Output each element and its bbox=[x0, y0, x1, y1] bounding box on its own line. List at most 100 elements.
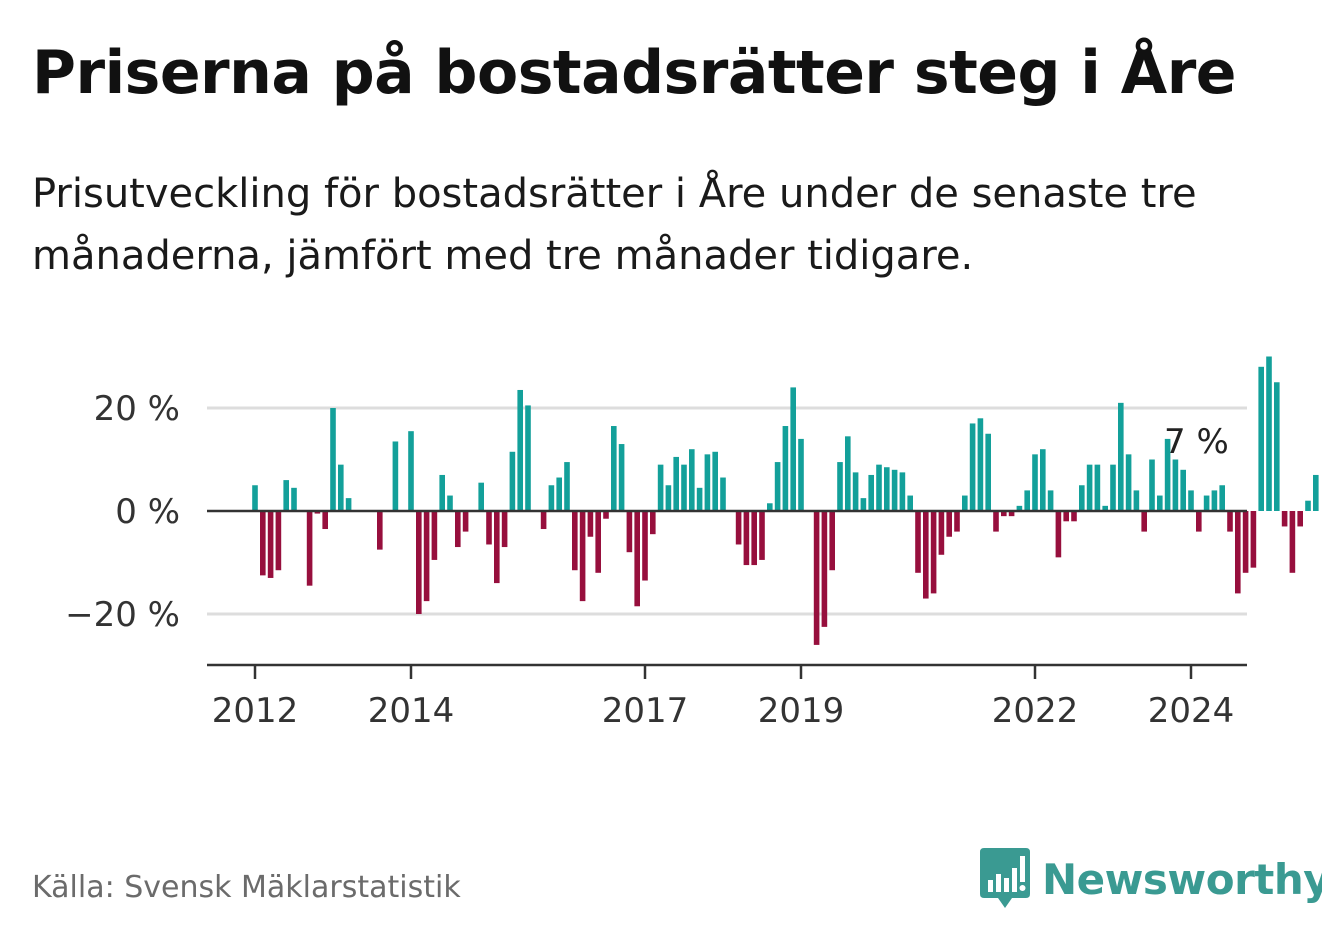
bar bbox=[275, 511, 282, 571]
bar bbox=[938, 511, 945, 555]
bar bbox=[720, 477, 726, 511]
bar bbox=[1274, 382, 1280, 511]
brand-name: Newsworthy bbox=[1042, 854, 1322, 904]
bar bbox=[1001, 511, 1007, 517]
bar bbox=[759, 511, 765, 560]
bar bbox=[1118, 402, 1124, 511]
bar bbox=[1040, 449, 1046, 511]
bar bbox=[1164, 438, 1171, 511]
bar bbox=[1242, 511, 1249, 573]
bar bbox=[314, 511, 321, 514]
bar bbox=[954, 511, 960, 532]
bar bbox=[377, 511, 383, 550]
bar bbox=[1055, 511, 1062, 558]
bar bbox=[923, 511, 929, 599]
bar bbox=[392, 441, 399, 511]
bar bbox=[767, 503, 773, 511]
bar bbox=[501, 511, 508, 548]
bar bbox=[525, 405, 531, 511]
bar bbox=[821, 511, 828, 627]
bar bbox=[1172, 459, 1179, 511]
bar bbox=[626, 511, 633, 553]
bar bbox=[494, 511, 500, 584]
source-note: Källa: Svensk Mäklarstatistik bbox=[32, 870, 461, 905]
bar bbox=[813, 511, 820, 645]
gridlines bbox=[207, 406, 1247, 616]
bar bbox=[837, 462, 843, 511]
newsworthy-logo-icon bbox=[980, 848, 1030, 908]
x-tick-label: 2017 bbox=[602, 691, 689, 731]
x-tick-label: 2022 bbox=[992, 691, 1079, 731]
bar bbox=[977, 418, 984, 511]
bar bbox=[689, 449, 695, 511]
bar bbox=[1266, 356, 1272, 511]
bar bbox=[868, 474, 874, 511]
bar bbox=[595, 511, 601, 573]
x-tick-label: 2012 bbox=[212, 691, 299, 731]
bar bbox=[1203, 495, 1210, 511]
bar bbox=[260, 511, 266, 576]
bar bbox=[642, 511, 648, 581]
bar bbox=[618, 444, 625, 511]
bar bbox=[1141, 511, 1147, 532]
bar bbox=[915, 511, 921, 573]
bar bbox=[1211, 490, 1218, 511]
bar bbox=[447, 495, 453, 511]
bar bbox=[962, 495, 968, 511]
axis-labels: 20 % 0 % −20 % 2012 2014 2017 2019 2022 2024 7 % bbox=[65, 389, 1234, 731]
y-tick-label: 20 % bbox=[94, 389, 180, 429]
bar bbox=[673, 456, 679, 511]
bar bbox=[681, 464, 687, 511]
bar bbox=[907, 495, 913, 511]
bar bbox=[1313, 474, 1319, 511]
chart-title: Priserna på bostadsrätter steg i Åre bbox=[32, 38, 1236, 108]
bar bbox=[1047, 490, 1054, 511]
bar bbox=[852, 472, 859, 511]
bar bbox=[1008, 511, 1015, 517]
bar bbox=[1297, 511, 1303, 527]
bar bbox=[338, 464, 344, 511]
chart-subtitle: Prisutveckling för bostadsrätter i Åre u… bbox=[32, 171, 1197, 279]
bar bbox=[478, 482, 484, 511]
bar bbox=[782, 426, 789, 511]
axes bbox=[207, 509, 1247, 679]
bar bbox=[283, 480, 289, 511]
bar bbox=[1227, 511, 1233, 532]
bar bbox=[267, 511, 274, 578]
bar bbox=[985, 433, 991, 511]
x-tick-label: 2024 bbox=[1148, 691, 1235, 731]
bar bbox=[930, 511, 937, 594]
bar bbox=[345, 498, 352, 511]
bar bbox=[1149, 459, 1155, 511]
y-tick-label: −20 % bbox=[65, 595, 180, 635]
bar bbox=[431, 511, 438, 560]
bar bbox=[548, 485, 555, 511]
bar bbox=[587, 511, 594, 537]
bar bbox=[306, 511, 313, 586]
bar bbox=[798, 438, 804, 511]
bar bbox=[884, 467, 890, 511]
bar bbox=[564, 462, 570, 511]
brand-logo: Newsworthy bbox=[980, 848, 1322, 910]
bar bbox=[657, 464, 664, 511]
bar bbox=[1180, 469, 1186, 511]
bar bbox=[1110, 464, 1116, 511]
bar bbox=[712, 451, 718, 511]
bar bbox=[1250, 511, 1257, 568]
bar bbox=[650, 511, 656, 535]
bar bbox=[1219, 485, 1225, 511]
x-tick-label: 2019 bbox=[758, 691, 845, 731]
bar bbox=[829, 511, 835, 571]
bar bbox=[1258, 366, 1264, 511]
bar bbox=[423, 511, 430, 602]
bar bbox=[330, 408, 336, 511]
bar bbox=[774, 462, 781, 511]
bar bbox=[1281, 511, 1288, 527]
bar bbox=[735, 511, 742, 545]
bar bbox=[1125, 454, 1132, 511]
bar bbox=[1196, 511, 1202, 532]
bar bbox=[486, 511, 492, 545]
bar bbox=[751, 511, 757, 566]
bar bbox=[743, 511, 750, 566]
